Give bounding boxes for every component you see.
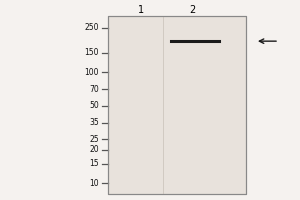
Text: 250: 250 <box>85 23 99 32</box>
Text: 15: 15 <box>89 159 99 168</box>
Text: 1: 1 <box>138 5 144 15</box>
Text: 20: 20 <box>89 145 99 154</box>
Bar <box>108 16 246 194</box>
Text: 70: 70 <box>89 85 99 94</box>
Text: 25: 25 <box>89 135 99 144</box>
Text: 2: 2 <box>189 5 195 15</box>
Text: 10: 10 <box>89 179 99 188</box>
Text: 35: 35 <box>89 118 99 127</box>
Text: 150: 150 <box>85 48 99 57</box>
Bar <box>164 16 246 194</box>
Text: 50: 50 <box>89 101 99 110</box>
Text: 100: 100 <box>85 68 99 77</box>
Bar <box>108 16 246 194</box>
Bar <box>108 16 164 194</box>
